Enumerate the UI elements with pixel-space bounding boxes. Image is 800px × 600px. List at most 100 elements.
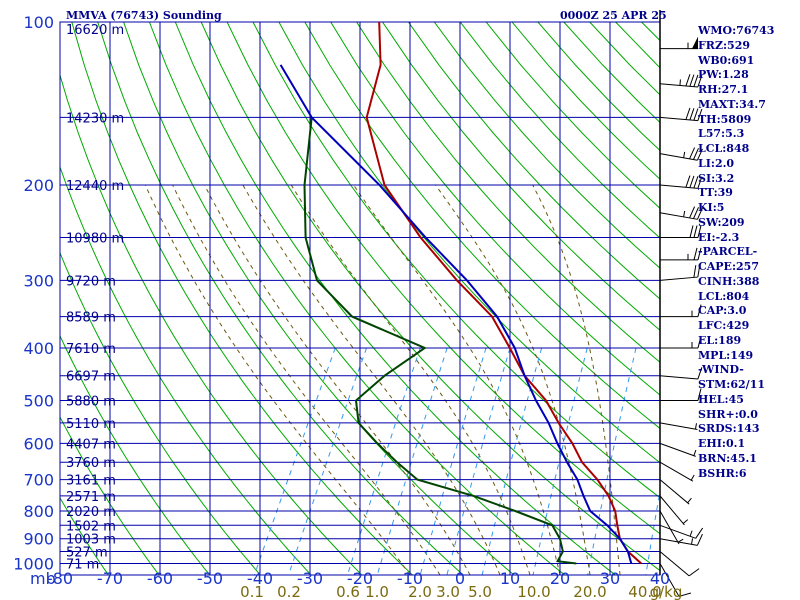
- mixing-ratio-tick-label: 0.6: [336, 583, 360, 600]
- barb-staff: [659, 153, 698, 161]
- barb-flag: [678, 592, 692, 597]
- barb-half-flag: [691, 538, 694, 545]
- barb-flag: [693, 225, 698, 238]
- pressure-tick-label: 700: [23, 471, 54, 490]
- wind-barb: [659, 107, 703, 122]
- mixing-ratio-lines: [253, 347, 660, 575]
- mixing-ratio-line: [253, 347, 336, 575]
- moist-adiabats: [144, 184, 621, 575]
- barb-staff: [659, 116, 698, 122]
- barb-half-flag: [687, 497, 692, 504]
- wind-barb: [659, 551, 700, 577]
- barb-flag: [693, 247, 698, 261]
- pressure-tick-label: 400: [23, 339, 54, 358]
- mixing-ratio-line: [419, 347, 487, 575]
- barb-half-flag: [689, 530, 693, 537]
- height-label: 14230 m: [66, 111, 124, 126]
- index-item: -WIND-: [698, 363, 744, 377]
- index-item: LCL:804: [698, 289, 750, 303]
- dry-adiabat: [356, 22, 660, 363]
- wind-barb: [659, 479, 692, 505]
- barb-flag: [693, 176, 699, 189]
- barb-staff: [659, 83, 698, 88]
- dry-adiabat: [148, 22, 566, 575]
- temperature-tick-label: 30: [600, 569, 620, 588]
- mixing-ratio-line: [481, 347, 543, 575]
- temperature-tick-label: -60: [147, 569, 173, 588]
- dewpoint-line: [303, 117, 577, 565]
- index-item: PW:1.28: [698, 68, 749, 82]
- height-label: 6697 m: [66, 370, 116, 385]
- mixing-ratio-tick-label: 40.0: [628, 583, 661, 600]
- barb-staff: [659, 422, 698, 431]
- mixing-ratio-line: [376, 347, 448, 575]
- temperature-tick-label: -80: [47, 569, 73, 588]
- wind-barb: [660, 335, 702, 349]
- barb-flag: [697, 108, 703, 121]
- barb-staff: [659, 442, 696, 457]
- barb-half-flag: [682, 519, 689, 524]
- barb-staff: [659, 375, 698, 380]
- wind-barb: [660, 247, 702, 261]
- moist-adiabat: [435, 184, 591, 575]
- mixing-ratio-tick-label: 3.0: [436, 583, 460, 600]
- barb-staff: [659, 479, 690, 505]
- mixing-ratio-line: [347, 347, 421, 575]
- index-item: CAPE:257: [698, 260, 759, 273]
- pressure-tick-label: 500: [23, 392, 54, 411]
- temperature-tick-label: 10: [500, 569, 520, 588]
- mixing-ratio-tick-label: 2.0: [408, 583, 432, 600]
- barb-flag: [693, 265, 697, 278]
- index-item: FRZ:529: [698, 38, 751, 52]
- dry-adiabat: [174, 22, 617, 575]
- wind-barbs: [659, 36, 704, 597]
- dry-adiabat: [60, 415, 160, 575]
- barb-flag: [689, 108, 695, 121]
- dry-adiabat: [407, 22, 660, 300]
- temperature-tick-label: -50: [197, 569, 223, 588]
- wind-barb: [659, 461, 695, 482]
- pressure-tick-label: 600: [23, 434, 54, 453]
- wind-barb: [659, 495, 689, 526]
- barb-flag: [688, 568, 700, 577]
- dry-adiabat: [278, 22, 660, 464]
- barb-half-flag: [683, 151, 686, 158]
- barb-flag: [685, 175, 691, 188]
- height-label: 2020 m: [66, 505, 116, 520]
- barb-staff: [659, 184, 698, 189]
- barb-flag: [697, 247, 702, 261]
- mixing-ratio-tick-label: 10.0: [517, 583, 550, 600]
- barb-flag: [689, 175, 695, 188]
- barb-half-flag: [694, 423, 697, 430]
- moist-adiabat: [353, 184, 561, 575]
- dry-adiabat: [97, 22, 465, 575]
- index-item: TH:5809: [698, 112, 752, 126]
- height-label: 7610 m: [66, 342, 116, 357]
- dry-adiabat: [459, 22, 660, 239]
- barb-flag: [697, 75, 703, 88]
- barb-flag: [693, 148, 699, 160]
- index-item: BSHR:6: [698, 466, 747, 480]
- barb-staff: [659, 461, 694, 482]
- temperature-tick-label: 20: [550, 569, 570, 588]
- moist-adiabat: [204, 184, 471, 575]
- height-label: 2571 m: [66, 490, 116, 505]
- mixing-ratio-tick-label: 0.1: [240, 583, 264, 600]
- barb-flag: [697, 388, 702, 401]
- parcel-line: [279, 64, 633, 564]
- barb-flag: [696, 148, 703, 161]
- mixing-ratio-tick-label: 0.2: [277, 583, 301, 600]
- temperature-tick-label: -40: [247, 569, 273, 588]
- wind-barb: [659, 563, 692, 597]
- index-item: HEL:45: [698, 392, 744, 406]
- indices-panel: WMO:76743 FRZ:529 WB0:691 PW:1.28 RH:27.1 MAX…: [698, 24, 774, 481]
- barb-pennant: [692, 36, 698, 49]
- index-item: LFC:429: [698, 319, 750, 332]
- height-label: 4407 m: [66, 437, 116, 452]
- index-item: MPL:149: [698, 348, 754, 362]
- dry-adiabat: [200, 22, 660, 572]
- barb-flag: [689, 74, 695, 87]
- pressure-tick-label: 100: [23, 13, 54, 32]
